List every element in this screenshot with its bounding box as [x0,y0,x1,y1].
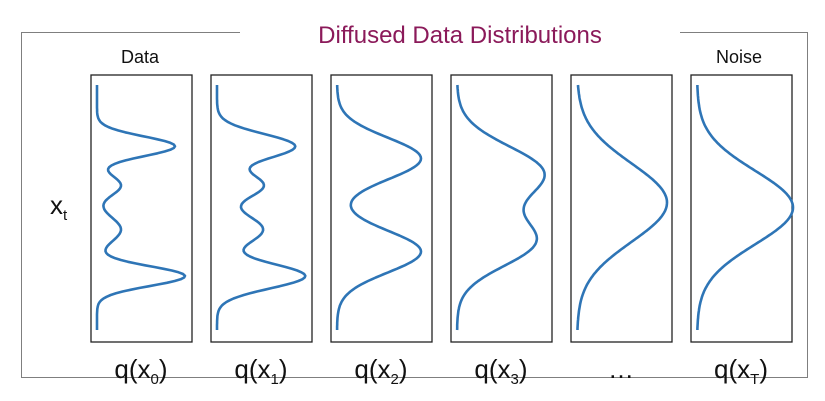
panel-box [330,74,433,343]
panel-box [570,74,673,343]
axis-label-base: x [50,190,63,220]
axis-label-sub: t [63,207,68,225]
axis-label-xt: xt [50,190,67,224]
density-curve [576,84,669,330]
panel-box [450,74,553,343]
caption-ellipsis: … [608,354,634,384]
density-curve [455,84,546,331]
density-curve [215,85,307,330]
panel-box [690,74,793,343]
density-curve [335,85,423,330]
panel-box [210,74,313,343]
diagram-title: Diffused Data Distributions [240,22,680,50]
caption-q-x0: q(x0) [114,354,168,389]
noise-label: Noise [715,47,763,67]
panel-box [90,74,193,343]
data-label: Data [120,47,160,67]
density-curve [696,85,795,330]
density-curve [95,85,187,330]
caption-q-x1: q(x1) [234,354,288,389]
caption-q-xT: q(xT) [714,354,768,389]
caption-q-x3: q(x3) [474,354,528,389]
caption-q-x2: q(x2) [354,354,408,389]
